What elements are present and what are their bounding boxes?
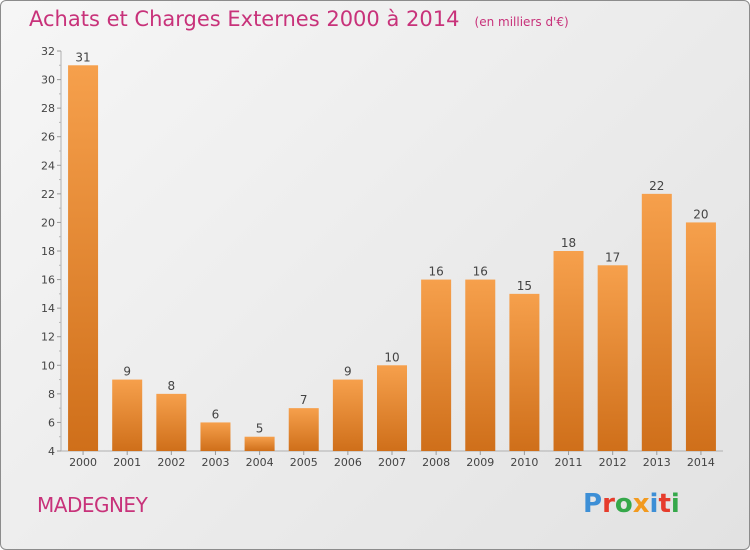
y-tick-label: 10 (41, 359, 55, 372)
brand-letter: P (583, 489, 603, 519)
title-row: Achats et Charges Externes 2000 à 2014 (… (29, 7, 569, 31)
y-tick-label: 32 (41, 45, 55, 58)
brand-logo: Proxiti (583, 489, 680, 519)
data-label: 15 (517, 279, 532, 293)
bar (421, 279, 452, 451)
y-tick-label: 20 (41, 216, 55, 229)
chart-title: Achats et Charges Externes 2000 à 2014 (29, 7, 460, 31)
x-tick-label: 2013 (643, 456, 671, 469)
x-tick-label: 2002 (157, 456, 185, 469)
bars (68, 65, 716, 452)
data-label: 9 (344, 365, 352, 379)
bar (112, 379, 143, 451)
y-tick-label: 16 (41, 274, 55, 287)
x-tick-label: 2014 (687, 456, 715, 469)
x-tick-label: 2005 (290, 456, 318, 469)
bar (68, 65, 99, 452)
data-label: 8 (168, 379, 176, 393)
brand-letter: o (614, 489, 633, 519)
brand-letter: t (658, 489, 671, 519)
brand-letter: x (632, 489, 650, 519)
y-tick-label: 24 (41, 159, 55, 172)
y-tick-label: 28 (41, 102, 55, 115)
y-tick-label: 22 (41, 188, 55, 201)
x-tick-label: 2009 (466, 456, 494, 469)
x-tick-label: 2003 (201, 456, 229, 469)
y-tick-label: 18 (41, 245, 55, 258)
x-tick-label: 2010 (510, 456, 538, 469)
data-label: 22 (649, 179, 664, 193)
x-tick-label: 2008 (422, 456, 450, 469)
brand-letter: r (602, 489, 615, 519)
axes: 4 6 8 10 12 14 16 18 20 22 24 26 28 30 32 2000 2001 2002 2… (41, 45, 723, 469)
brand-letter: i (670, 489, 680, 519)
x-tick-label: 2001 (113, 456, 141, 469)
y-tick-label: 6 (48, 416, 55, 429)
y-tick-label: 4 (48, 445, 55, 458)
bar (377, 365, 407, 451)
data-label: 16 (473, 265, 488, 279)
bar-chart: 4 6 8 10 12 14 16 18 20 22 24 26 28 30 32 2000 2001 2002 2… (41, 45, 723, 469)
data-label: 20 (693, 207, 708, 221)
commune-name: MADEGNEY (37, 493, 148, 517)
data-label: 31 (75, 50, 90, 64)
bar (244, 436, 275, 451)
data-label: 5 (256, 422, 264, 436)
x-tick-label: 2012 (599, 456, 627, 469)
bar (288, 408, 319, 451)
x-tick-label: 2000 (69, 456, 97, 469)
data-label: 17 (605, 250, 620, 264)
bar (509, 293, 540, 451)
data-label: 18 (561, 236, 576, 250)
bar (641, 193, 672, 451)
y-tick-label: 8 (48, 388, 55, 401)
y-tick-label: 26 (41, 131, 55, 144)
y-tick-label: 12 (41, 331, 55, 344)
bar (685, 222, 716, 451)
bar (200, 422, 231, 451)
bar (465, 279, 496, 451)
data-label: 7 (300, 393, 308, 407)
y-tick-label: 30 (41, 74, 55, 87)
y-tick-label: 14 (41, 302, 55, 315)
chart-subtitle: (en milliers d'€) (474, 15, 569, 29)
data-label: 6 (212, 407, 220, 421)
data-labels: 31 9 8 6 5 7 9 10 16 16 15 18 17 22 20 (75, 50, 708, 435)
x-tick-label: 2004 (246, 456, 274, 469)
data-label: 10 (384, 350, 399, 364)
data-label: 9 (123, 365, 131, 379)
bar (156, 393, 187, 451)
brand-letter: i (649, 489, 659, 519)
data-label: 16 (428, 265, 443, 279)
bar (553, 251, 584, 451)
bar (597, 265, 628, 451)
x-tick-label: 2006 (334, 456, 362, 469)
bar (332, 379, 363, 451)
x-tick-label: 2007 (378, 456, 406, 469)
x-tick-label: 2011 (555, 456, 583, 469)
